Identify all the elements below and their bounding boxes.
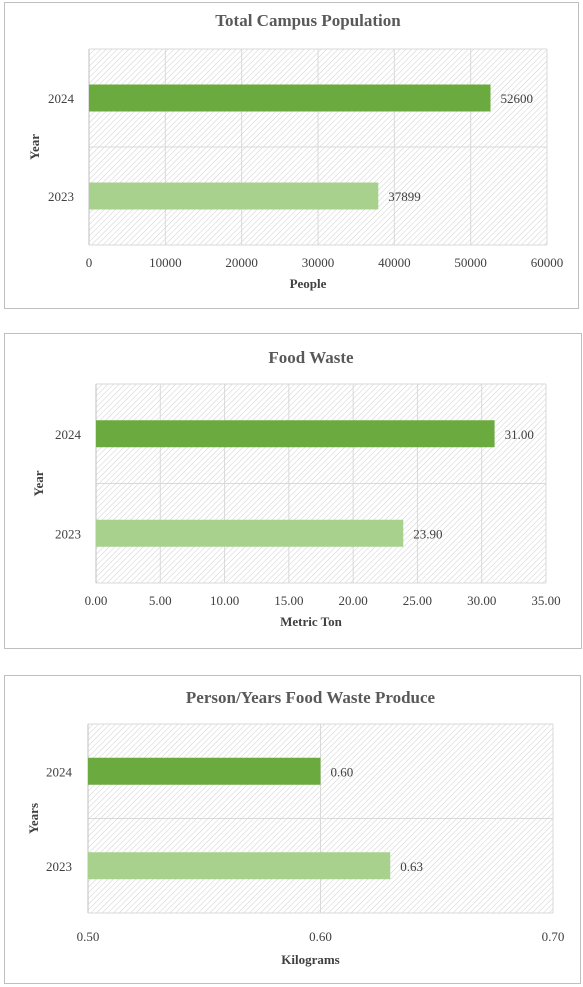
bar-2023 [89,182,379,210]
bar-value-label: 31.00 [505,427,534,442]
chart-per-person-waste: 0.50 0.60 0.70 0.60 2024 0.63 2023 Person/Years… [26,688,565,967]
x-tick-label: 60000 [531,255,564,270]
y-category-label: 2024 [46,764,73,779]
chart-panel-campus-population: 0 10000 20000 30000 40000 50000 60000 52600 2024… [4,2,579,309]
x-tick-label: 5.00 [149,593,172,608]
chart-food-waste: 0.00 5.00 10.00 15.00 20.00 25.00 30.00 35.00 31… [31,348,561,629]
chart-title: Food Waste [268,348,354,367]
x-tick-label: 25.00 [403,593,432,608]
x-tick-label: 50000 [454,255,487,270]
y-category-label: 2023 [55,526,81,541]
bar-2024 [96,420,495,448]
x-axis-label: Metric Ton [280,614,343,629]
x-tick-label: 0.00 [85,593,108,608]
y-category-label: 2024 [48,91,75,106]
x-tick-label: 40000 [378,255,411,270]
x-tick-label: 30000 [302,255,335,270]
x-tick-label: 20.00 [339,593,368,608]
x-axis-label: People [290,276,327,291]
chart-title: Total Campus Population [215,11,401,30]
bar-value-label: 0.63 [400,859,423,874]
y-axis-label: Year [27,134,42,160]
bar-2024 [88,757,321,785]
y-category-label: 2023 [48,189,74,204]
y-category-label: 2023 [46,859,72,874]
bar-value-label: 37899 [388,189,421,204]
x-tick-label: 0.60 [309,929,332,944]
bar-value-label: 52600 [501,91,533,106]
y-axis-label: Years [26,803,41,834]
y-category-label: 2024 [55,427,82,442]
x-tick-label: 35.00 [531,593,560,608]
chart-panel-food-waste: 0.00 5.00 10.00 15.00 20.00 25.00 30.00 35.00 31… [4,333,582,649]
x-axis-label: Kilograms [281,952,340,967]
bar-2023 [96,519,404,547]
bar-2024 [89,84,491,112]
x-tick-label: 0 [86,255,93,270]
x-tick-label: 30.00 [467,593,496,608]
x-tick-label: 0.70 [542,929,565,944]
bar-value-label: 23.90 [413,526,442,541]
chart-title: Person/Years Food Waste Produce [186,688,436,707]
x-tick-label: 0.50 [77,929,100,944]
bar-2023 [88,852,391,880]
chart-panel-per-person-waste: 0.50 0.60 0.70 0.60 2024 0.63 2023 Person/Years… [4,675,581,984]
x-tick-label: 10.00 [210,593,239,608]
x-tick-label: 20000 [225,255,258,270]
x-tick-label: 10000 [149,255,182,270]
x-tick-label: 15.00 [274,593,303,608]
chart-campus-population: 0 10000 20000 30000 40000 50000 60000 52600 2024… [27,11,564,291]
bar-value-label: 0.60 [331,764,354,779]
y-axis-label: Year [31,470,46,496]
